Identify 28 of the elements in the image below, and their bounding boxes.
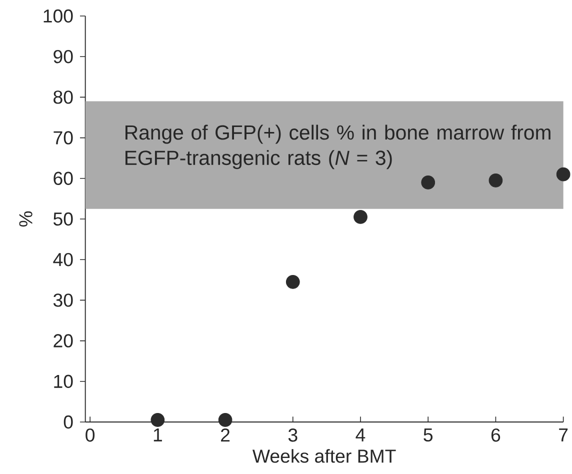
x-tick-label: 5	[424, 428, 433, 442]
point	[421, 176, 436, 190]
x-axis-title: Weeks after BMT	[252, 449, 396, 463]
y-tick-label: 100	[44, 9, 73, 23]
x-tick-label: 3	[288, 428, 298, 442]
x-tick-label: 0	[86, 428, 95, 442]
x-tick-label: 6	[491, 428, 500, 442]
band-label: Range of GFP(+) cells % in bone marrow from EGFP-transgenic rats (N = 3)	[126, 124, 550, 170]
point	[150, 413, 165, 427]
y-tick-label: 10	[54, 374, 73, 388]
x-tick-label: 1	[154, 428, 162, 442]
x-tick-label: 2	[221, 428, 230, 442]
y-tick-label: 20	[54, 334, 73, 348]
y-axis-title: %	[19, 211, 32, 227]
point	[488, 173, 503, 188]
point	[218, 413, 232, 427]
y-tick-label: 50	[54, 212, 73, 226]
y-tick-label: 0	[64, 415, 73, 429]
point	[286, 274, 300, 289]
y-tick-label: 30	[53, 294, 73, 307]
x-tick-label: 4	[356, 428, 366, 442]
y-tick-label: 70	[54, 131, 73, 144]
y-tick-label: 40	[53, 252, 73, 266]
y-tick-label: 80	[54, 90, 73, 104]
point	[354, 210, 368, 224]
y-tick-label: 90	[54, 50, 73, 64]
x-tick-label: 7	[559, 428, 568, 442]
y-tick-label: 60	[54, 172, 73, 186]
